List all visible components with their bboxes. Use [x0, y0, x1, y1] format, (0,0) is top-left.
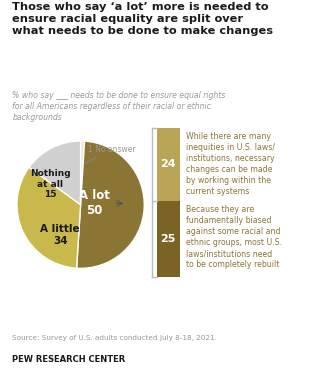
Text: % who say ___ needs to be done to ensure equal rights
for all Americans regardle: % who say ___ needs to be done to ensure…	[12, 91, 226, 122]
Bar	[157, 201, 180, 277]
Wedge shape	[81, 141, 85, 205]
Text: Nothing
at all
15: Nothing at all 15	[30, 169, 70, 199]
Text: A lot
50: A lot 50	[79, 190, 110, 218]
Text: PEW RESEARCH CENTER: PEW RESEARCH CENTER	[12, 355, 126, 364]
Bar	[157, 128, 180, 201]
Text: A little
34: A little 34	[40, 224, 80, 246]
Text: Those who say ‘a lot’ more is needed to
ensure racial equality are split over
wh: Those who say ‘a lot’ more is needed to …	[12, 2, 273, 36]
Text: Source: Survey of U.S. adults conducted July 8-18, 2021.: Source: Survey of U.S. adults conducted …	[12, 335, 217, 341]
Wedge shape	[77, 141, 144, 268]
Text: 25: 25	[161, 234, 176, 244]
Wedge shape	[17, 167, 81, 268]
Text: While there are many
inequities in U.S. laws/
institutions, necessary
changes ca: While there are many inequities in U.S. …	[186, 132, 275, 196]
Text: 24: 24	[160, 160, 176, 169]
Wedge shape	[29, 141, 81, 205]
Text: Because they are
fundamentally biased
against some racial and
ethnic groups, mos: Because they are fundamentally biased ag…	[186, 205, 282, 269]
Text: 1 No answer: 1 No answer	[84, 145, 136, 164]
